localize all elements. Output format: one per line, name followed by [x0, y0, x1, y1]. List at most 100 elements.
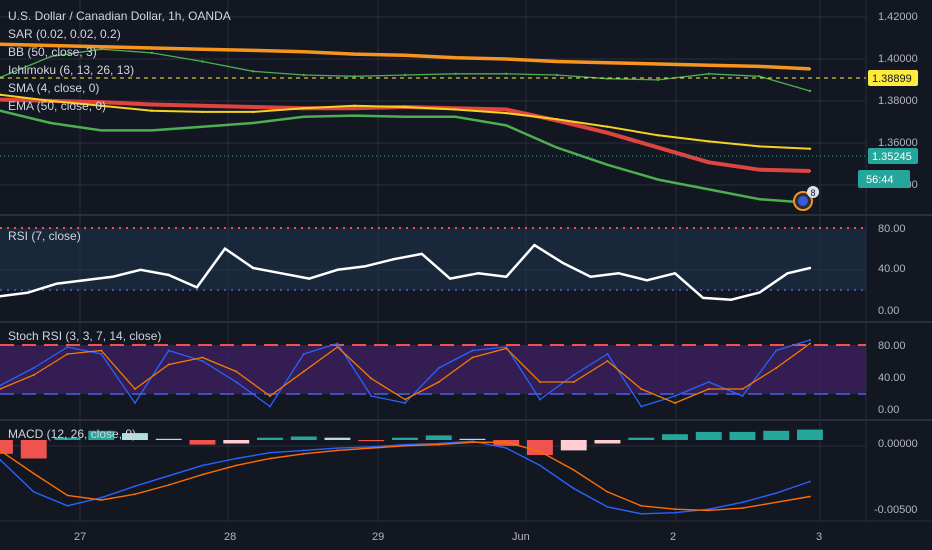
macd-axis[interactable]: 0.00000 -0.00500	[874, 438, 918, 516]
trendline-point-5	[251, 49, 255, 52]
rsi-point-20	[561, 261, 564, 264]
macd-tick-neg: -0.00500	[874, 504, 917, 516]
price-tick-1: 1.42000	[878, 11, 918, 23]
macd-histogram-bar-22	[729, 431, 756, 440]
stoch-d-line-point-12	[404, 398, 406, 401]
sma-4-line-point-12	[606, 125, 609, 128]
stoch-d-line-point-2	[66, 353, 69, 355]
rsi-axis[interactable]: 80.00 40.00 0.00	[878, 223, 906, 317]
signal-line-point-6	[201, 473, 204, 476]
signal-line-point-8	[269, 457, 271, 460]
stoch-d-line-point-0	[0, 388, 1, 390]
macd-line-point-5	[167, 474, 170, 477]
price-tick-4: 1.36000	[878, 137, 918, 149]
time-axis[interactable]: 27 28 29 Jun 2 3	[74, 531, 822, 543]
sma-4-line-point-5	[251, 110, 255, 114]
rsi-point-16	[448, 277, 452, 280]
event-badge[interactable]: 8	[793, 186, 819, 211]
stoch-d-line-point-20	[674, 402, 676, 404]
macd-histogram-bar-18	[594, 440, 621, 444]
macd-histogram-bar-21	[695, 431, 722, 440]
stoch-k-line-point-7	[235, 381, 238, 383]
alert-price-tag[interactable]: 1.38899	[868, 70, 918, 86]
macd-histogram-bar-16	[527, 440, 553, 455]
indicator-ema[interactable]: EMA (50, close, 0)	[8, 99, 106, 113]
stoch-tick-40: 40.00	[878, 372, 906, 384]
countdown-text: 56:44	[866, 174, 894, 186]
ema-50-line-point-10	[505, 108, 508, 111]
stoch-d-line-point-18	[606, 360, 609, 362]
stoch-k-line-point-15	[505, 346, 508, 348]
symbol-title[interactable]: U.S. Dollar / Canadian Dollar, 1h, OANDA	[8, 9, 231, 23]
macd-histogram-bar-8	[257, 437, 283, 440]
bb-lower-line-point-5	[251, 121, 255, 125]
stoch-k-line-point-17	[572, 374, 575, 376]
signal-line-point-15	[505, 441, 508, 444]
bb-upper-line-point-9	[454, 72, 457, 76]
trendline-point-9	[454, 56, 457, 59]
macd-line-point-18	[606, 506, 609, 508]
rsi-point-24	[673, 272, 677, 275]
bb-lower-line-point-0	[0, 109, 2, 112]
stoch-d-line-point-7	[235, 370, 238, 373]
sma-4-line-point-4	[201, 110, 204, 114]
trendline-point-13	[656, 62, 660, 66]
macd-line-point-17	[572, 487, 575, 490]
trendline-point-8	[403, 54, 407, 57]
rsi-point-9	[251, 266, 255, 270]
stoch-k-line-point-8	[269, 405, 271, 408]
macd-line-point-4	[134, 485, 136, 488]
bb-lower-line-point-13	[656, 178, 660, 181]
indicator-bb[interactable]: BB (50, close, 3)	[8, 45, 97, 59]
macd-histogram-bar-0	[0, 440, 13, 454]
trendline-point-6	[302, 50, 305, 53]
signal-line-point-23	[775, 501, 778, 504]
macd-line-point-9	[302, 449, 305, 452]
stoch-k-line-point-9	[302, 353, 305, 355]
rsi-title[interactable]: RSI (7, close)	[8, 229, 81, 243]
trendline-point-10	[505, 57, 508, 61]
stoch-k-line-point-22	[741, 395, 744, 397]
indicator-sma[interactable]: SMA (4, close, 0)	[8, 81, 99, 95]
stoch-k-line-point-1	[32, 367, 35, 369]
stoch-k-line-point-19	[640, 405, 643, 408]
signal-line-point-19	[640, 504, 643, 507]
trendline-point-11	[555, 60, 559, 63]
trendline-point-14	[707, 63, 710, 67]
stoch-d-line-point-19	[640, 388, 643, 390]
sma-4-line-point-0	[0, 93, 2, 96]
sma-4-line-point-3	[150, 109, 154, 112]
macd-line-point-2	[66, 504, 69, 507]
sma-4-line-point-7	[353, 104, 356, 108]
sma-4-line-point-14	[707, 140, 710, 143]
rsi-point-7	[195, 286, 199, 289]
macd-histogram-bar-23	[763, 430, 790, 440]
signal-line-point-1	[32, 472, 35, 475]
rsi-band	[0, 228, 866, 290]
bb-upper-line-point-1	[49, 55, 52, 58]
indicator-sar[interactable]: SAR (0.02, 0.02, 0.2)	[8, 27, 121, 41]
macd-histogram-bar-6	[189, 440, 216, 445]
stoch-title[interactable]: Stoch RSI (3, 3, 7, 14, close)	[8, 329, 161, 343]
rsi-point-19	[533, 243, 536, 247]
time-label-29: 29	[372, 531, 384, 543]
stoch-d-line-point-5	[167, 363, 170, 366]
rsi-point-10	[280, 272, 283, 275]
macd-title[interactable]: MACD (12, 26, close, 9)	[8, 427, 136, 441]
sma-4-line-point-16	[808, 147, 812, 150]
ema-50-line-point-13	[656, 146, 660, 149]
rsi-point-12	[336, 268, 339, 271]
indicator-ichimoku[interactable]: Ichimoku (6, 13, 26, 13)	[8, 63, 134, 77]
rsi-line[interactable]	[0, 243, 811, 301]
trendline-point-16	[808, 67, 812, 71]
macd-histogram-bar-10	[324, 437, 351, 440]
bb-lower-line-point-14	[707, 188, 710, 191]
sma-4-line-point-10	[505, 111, 508, 115]
macd-line-point-1	[32, 491, 35, 493]
stoch-d-line-point-10	[336, 346, 339, 348]
stoch-axis[interactable]: 80.00 40.00 0.00	[878, 340, 906, 416]
rsi-point-2	[55, 282, 58, 285]
sma-4-line-point-2	[100, 104, 103, 108]
macd-line-point-16	[539, 464, 541, 467]
